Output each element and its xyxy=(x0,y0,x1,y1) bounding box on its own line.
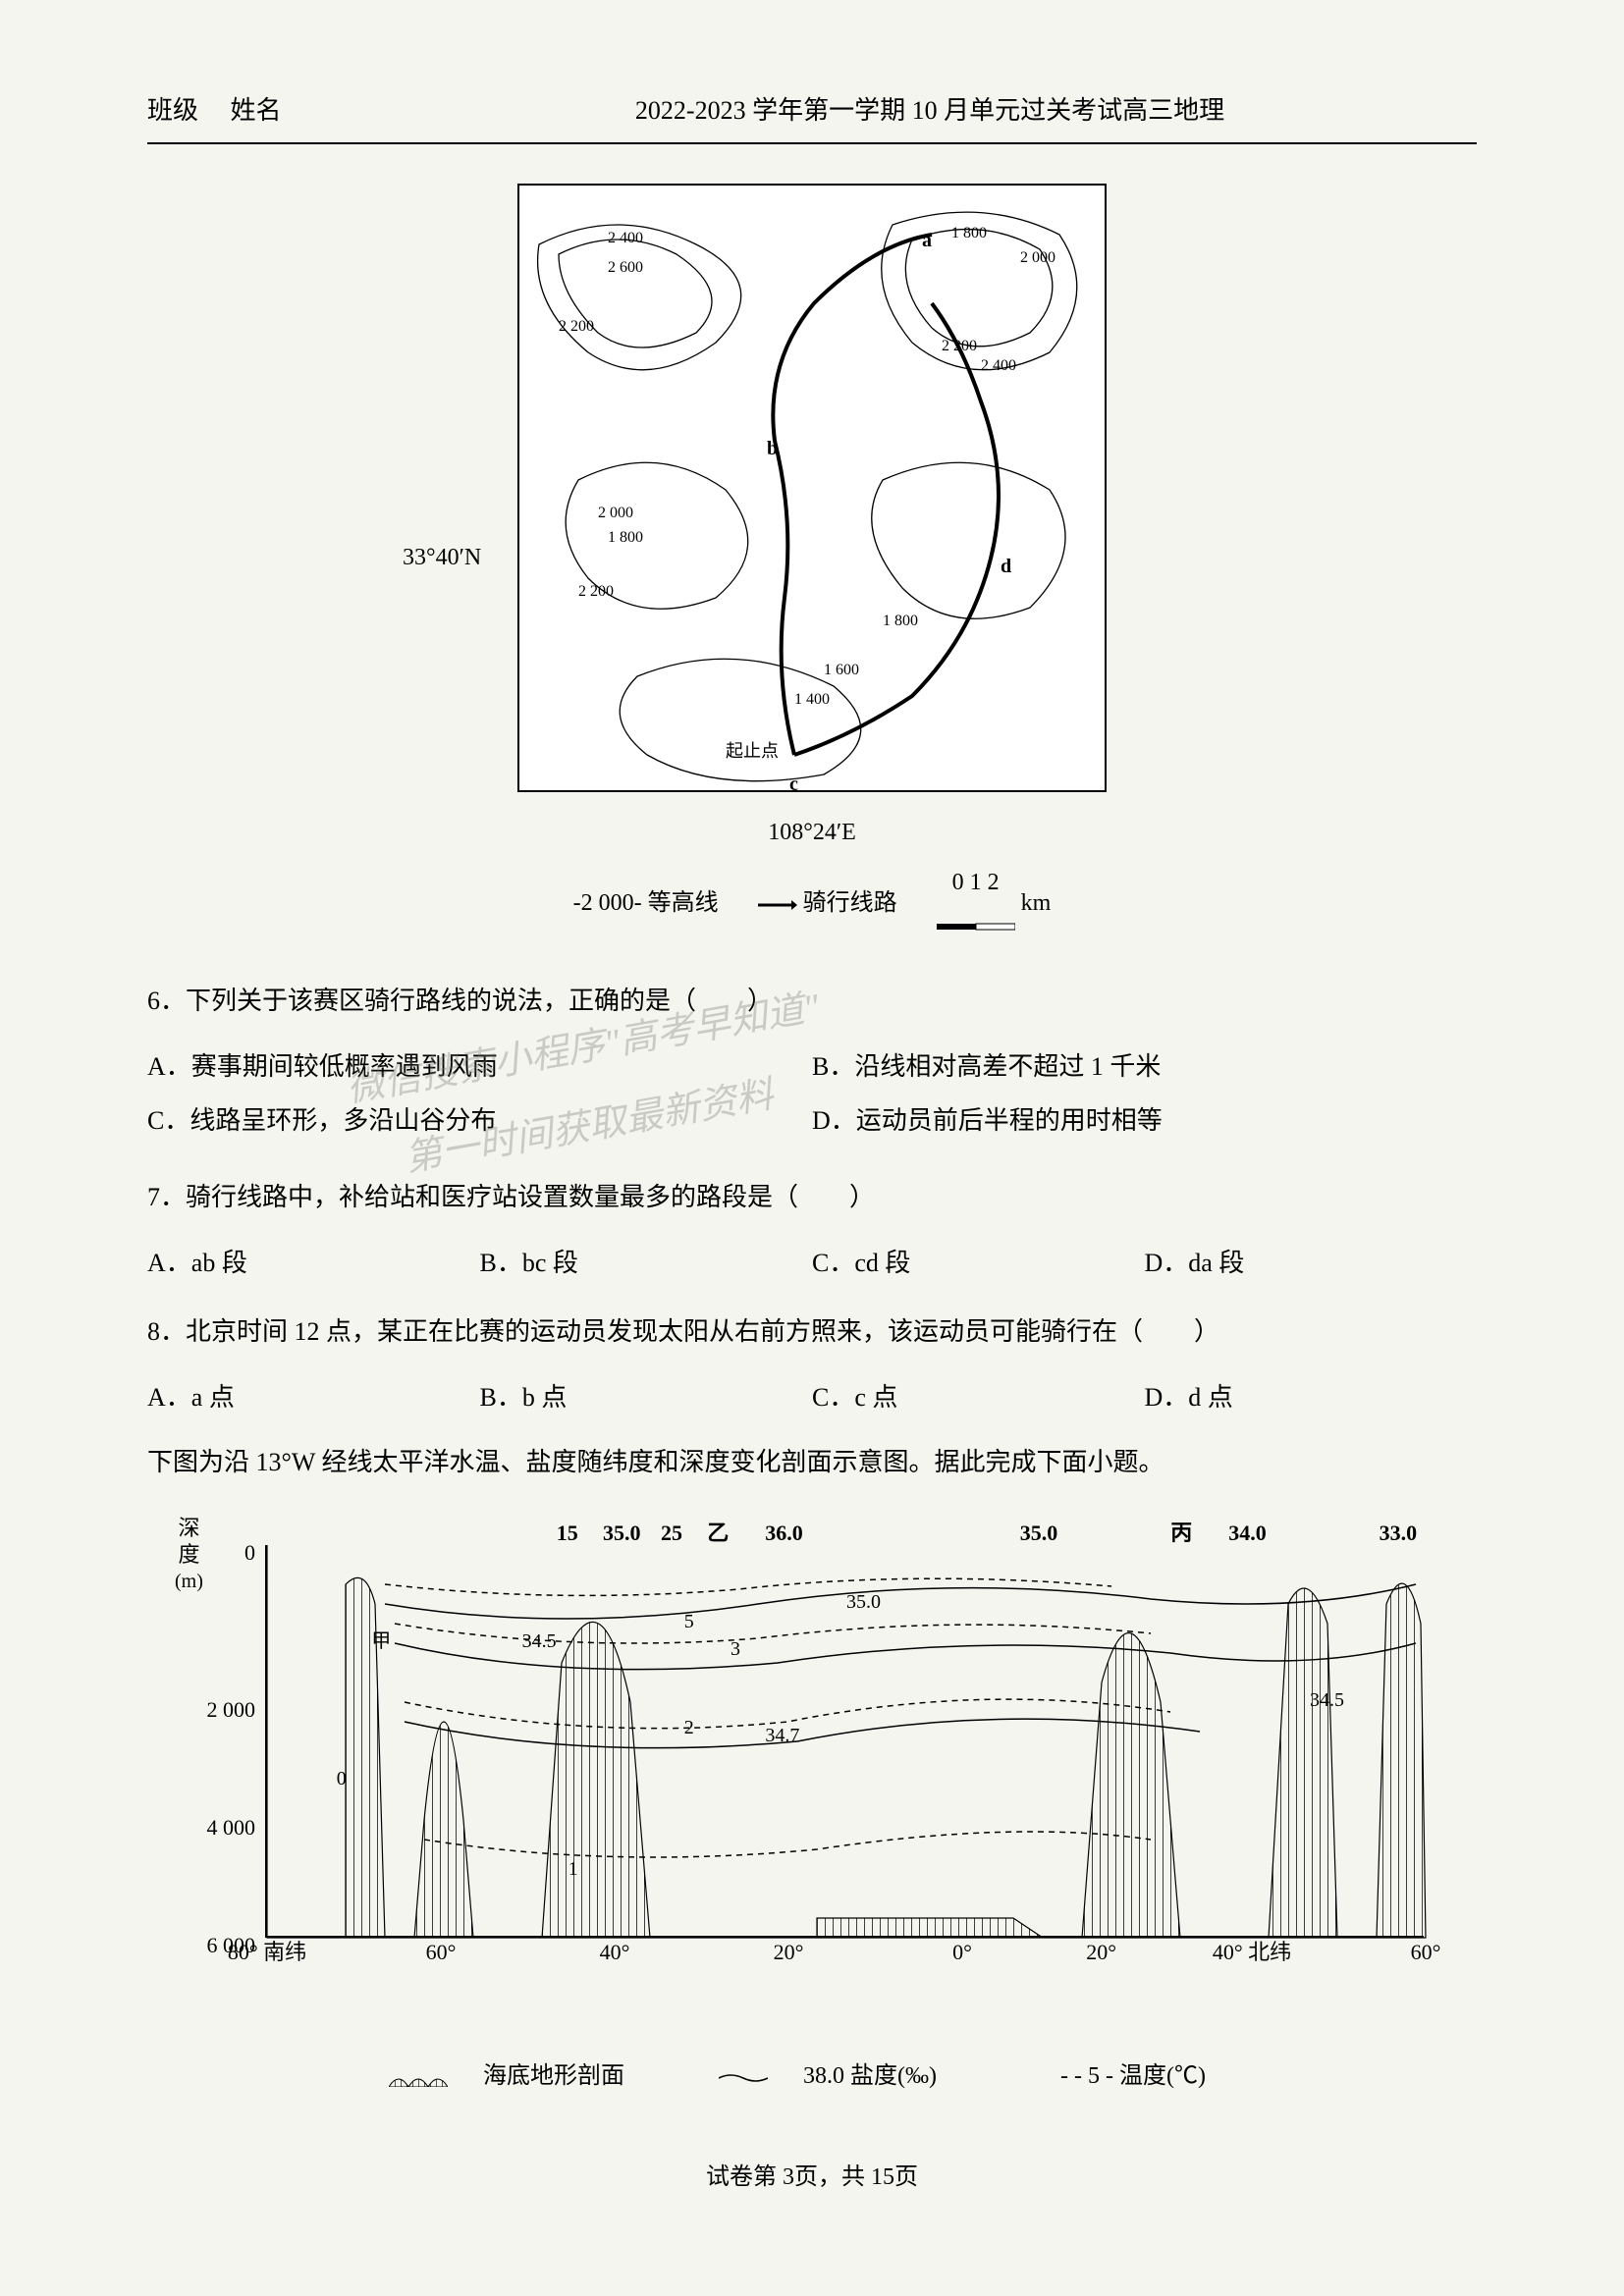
route-point-d: d xyxy=(1001,549,1011,584)
question-8-options: A．a 点 B．b 点 C．c 点 D．d 点 xyxy=(147,1375,1477,1421)
page-header: 班级 姓名 2022-2023 学年第一学期 10 月单元过关考试高三地理 xyxy=(147,88,1477,144)
inner-label: 3 xyxy=(731,1631,740,1667)
contour-label: 2 400 xyxy=(608,225,643,253)
top-annotation: 25 xyxy=(661,1514,682,1553)
x-tick: 60° xyxy=(426,1933,457,1972)
header-left: 班级 姓名 xyxy=(147,88,383,134)
question-6-stem: 6．下列关于该赛区骑行路线的说法，正确的是（ ） xyxy=(147,976,1477,1027)
contour-label: 1 400 xyxy=(794,686,830,715)
contour-label: 1 600 xyxy=(824,657,859,685)
q6-opt-d: D．运动员前后半程的用时相等 xyxy=(812,1098,1477,1145)
legend-seafloor: 海底地形剖面 xyxy=(389,2063,660,2089)
scale-values: 0 1 2 xyxy=(952,870,1000,895)
legend-route-text: 骑行线路 xyxy=(803,890,897,916)
y-tick: 0 xyxy=(167,1533,255,1573)
x-tick: 40° xyxy=(600,1933,630,1972)
legend-salinity: 38.0 盐度(‰) xyxy=(719,2063,972,2089)
contour-label: 2 200 xyxy=(559,313,594,342)
y-tick: 6 000 xyxy=(167,1926,255,1965)
question-7-options: A．ab 段 B．bc 段 C．cd 段 D．da 段 xyxy=(147,1241,1477,1287)
y-tick: 2 000 xyxy=(167,1690,255,1730)
q7-opt-c: C．cd 段 xyxy=(812,1241,1145,1287)
q6-opt-a: A．赛事期间较低概率遇到风雨 xyxy=(147,1044,812,1091)
name-label: 姓名 xyxy=(231,96,282,125)
top-annotation: 33.0 xyxy=(1380,1514,1418,1553)
y-tick: 4 000 xyxy=(167,1808,255,1847)
contour-map-figure: 33°40′N 2 400 2 600 2 200 1 800 2 000 xyxy=(147,184,1477,946)
contour-label: 1 800 xyxy=(883,608,918,636)
legend-seafloor-text: 海底地形剖面 xyxy=(483,2063,624,2089)
legend-temp-text: - - 5 - 温度(℃) xyxy=(1060,2063,1206,2089)
ocean-profile-figure: 深 度 (m) xyxy=(147,1516,1477,2098)
x-tick: 20° xyxy=(774,1933,804,1972)
contour-label: 2 400 xyxy=(981,352,1016,381)
legend-contour: -2 000- 等高线 xyxy=(573,882,719,925)
legend-temp: - - 5 - 温度(℃) xyxy=(1031,2063,1235,2089)
top-annotation: 丙 xyxy=(1170,1514,1192,1553)
top-annotation: 36.0 xyxy=(765,1514,803,1553)
q6-opt-b: B．沿线相对高差不超过 1 千米 xyxy=(812,1044,1477,1091)
scale-bar: 0 1 2 km xyxy=(937,862,1052,946)
longitude-label: 108°24′E xyxy=(147,812,1477,854)
profile-legend: 海底地形剖面 38.0 盐度(‰) - - 5 - 温度(℃) xyxy=(147,2056,1477,2098)
scale-unit: km xyxy=(1021,882,1052,925)
x-tick: 60° xyxy=(1411,1933,1441,1972)
plot-area: 80° 南纬60°40°20°0°20°40° 北纬60°1535.025乙36… xyxy=(265,1545,1424,1938)
q7-opt-b: B．bc 段 xyxy=(480,1241,813,1287)
contour-label: 2 200 xyxy=(578,578,614,607)
start-point-label: 起止点 xyxy=(726,735,779,767)
exam-title: 2022-2023 学年第一学期 10 月单元过关考试高三地理 xyxy=(383,88,1477,134)
map-legend: -2 000- 等高线 骑行线路 0 1 2 km xyxy=(147,862,1477,946)
route-point-c: c xyxy=(789,767,798,792)
inner-label: 2 xyxy=(684,1710,694,1745)
inner-label: 甲 xyxy=(371,1624,391,1659)
inner-label: 1 xyxy=(568,1851,578,1887)
q7-opt-a: A．ab 段 xyxy=(147,1241,480,1287)
top-annotation: 乙 xyxy=(707,1514,729,1553)
question-7-stem: 7．骑行线路中，补给站和医疗站设置数量最多的路段是（ ） xyxy=(147,1172,1477,1223)
y-label-unit: (m) xyxy=(175,1571,203,1592)
top-annotation: 35.0 xyxy=(1020,1514,1058,1553)
contour-label: 2 200 xyxy=(942,333,977,361)
legend-salinity-text: 38.0 盐度(‰) xyxy=(803,2063,937,2089)
x-tick: 0° xyxy=(952,1933,972,1972)
top-annotation: 15 xyxy=(557,1514,578,1553)
contour-label: 1 800 xyxy=(951,220,987,248)
inner-label: 35.0 xyxy=(846,1584,881,1620)
q8-opt-c: C．c 点 xyxy=(812,1375,1145,1421)
route-point-b: b xyxy=(767,431,778,466)
q8-opt-b: B．b 点 xyxy=(480,1375,813,1421)
contour-label: 2 000 xyxy=(1020,244,1056,273)
profile-box: 深 度 (m) xyxy=(167,1516,1443,2006)
top-annotation: 35.0 xyxy=(603,1514,641,1553)
latitude-label: 33°40′N xyxy=(403,537,481,579)
x-tick: 40° 北纬 xyxy=(1213,1933,1291,1972)
x-tick: 20° xyxy=(1086,1933,1116,1972)
class-label: 班级 xyxy=(147,96,198,125)
top-annotation: 34.0 xyxy=(1228,1514,1267,1553)
question-8-stem: 8．北京时间 12 点，某正在比赛的运动员发现太阳从右前方照来，该运动员可能骑行… xyxy=(147,1307,1477,1358)
inner-label: 0 xyxy=(337,1761,347,1796)
inner-label: 5 xyxy=(684,1604,694,1639)
inner-label: 34.7 xyxy=(765,1718,799,1753)
question-6-options: A．赛事期间较低概率遇到风雨 B．沿线相对高差不超过 1 千米 C．线路呈环形，… xyxy=(147,1044,1477,1152)
inner-label: 34.5 xyxy=(1310,1682,1344,1718)
page-footer: 试卷第 3页，共 15页 xyxy=(147,2157,1477,2199)
q6-opt-c: C．线路呈环形，多沿山谷分布 xyxy=(147,1098,812,1145)
profile-intro: 下图为沿 13°W 经线太平洋水温、盐度随纬度和深度变化剖面示意图。据此完成下面… xyxy=(147,1440,1477,1486)
q7-opt-d: D．da 段 xyxy=(1145,1241,1478,1287)
contour-label: 2 600 xyxy=(608,254,643,283)
route-point-a: a xyxy=(922,223,932,258)
contour-label: 1 800 xyxy=(608,524,643,553)
legend-route: 骑行线路 xyxy=(758,882,897,925)
q8-opt-d: D．d 点 xyxy=(1145,1375,1478,1421)
inner-label: 34.5 xyxy=(522,1624,557,1659)
q8-opt-a: A．a 点 xyxy=(147,1375,480,1421)
contour-map: 2 400 2 600 2 200 1 800 2 000 2 200 2 40… xyxy=(517,184,1107,792)
